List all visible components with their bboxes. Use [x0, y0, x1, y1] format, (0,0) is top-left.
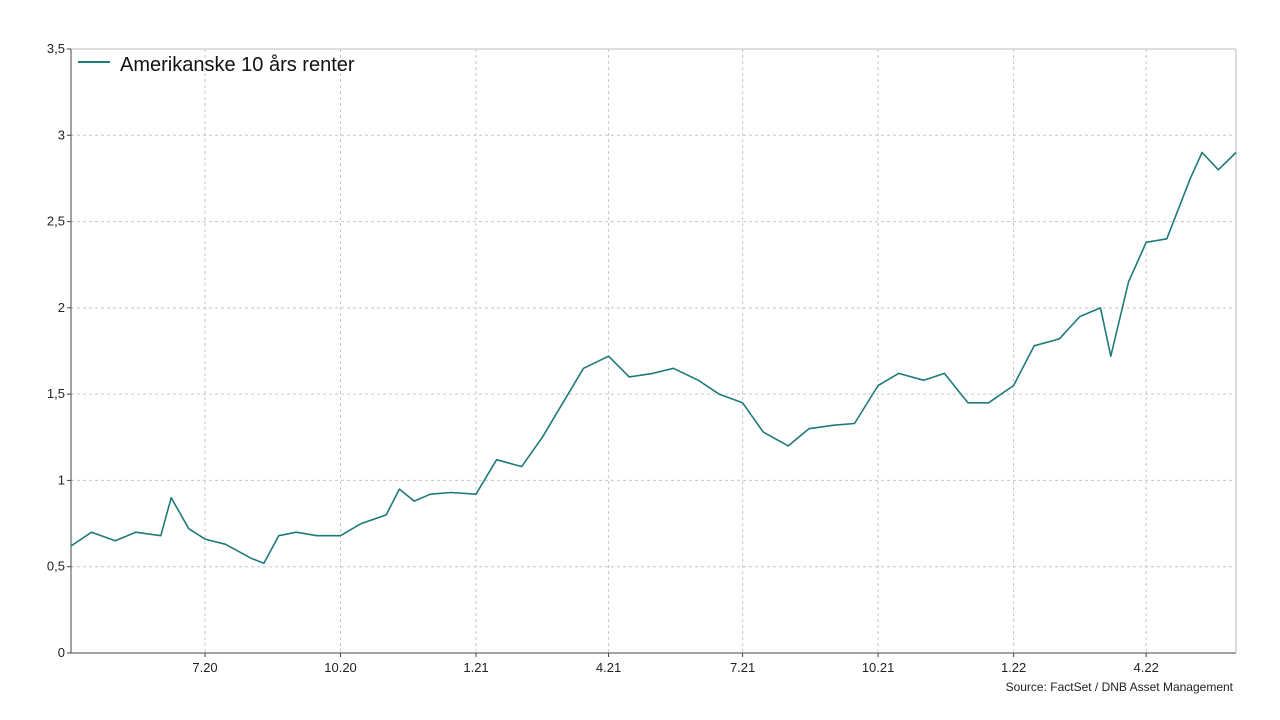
y-tick-label: 1 [58, 472, 65, 487]
y-tick-label: 0 [58, 645, 65, 660]
y-tick-label: 1,5 [47, 386, 65, 401]
x-tick-label: 10.21 [862, 660, 895, 675]
y-tick-label: 3,5 [47, 41, 65, 56]
series-layer [70, 151, 1237, 565]
x-tick-label: 4.22 [1134, 660, 1159, 675]
x-tick-label: 10.20 [324, 660, 357, 675]
x-tick-label: 1.21 [463, 660, 488, 675]
y-tick-label: 2 [58, 300, 65, 315]
legend: Amerikanske 10 års renter [78, 54, 355, 76]
series-line [70, 151, 1237, 565]
x-tick-labels: 7.20 10.20 1.21 4.21 7.21 10.21 1.22 4.22 [192, 653, 1159, 675]
x-tick-label: 7.21 [730, 660, 755, 675]
y-tick-label: 3 [58, 127, 65, 142]
y-tick-label: 2,5 [47, 214, 65, 229]
source-note: Source: FactSet / DNB Asset Management [1005, 680, 1233, 694]
x-tick-label: 4.21 [596, 660, 621, 675]
y-tick-label: 0,5 [47, 559, 65, 574]
y-tick-labels: 0 0,5 1 1,5 2 2,5 3 3,5 [47, 41, 71, 660]
x-tick-label: 7.20 [192, 660, 217, 675]
x-tick-label: 1.22 [1001, 660, 1026, 675]
legend-label: Amerikanske 10 års renter [120, 54, 355, 76]
gridlines [71, 48, 1236, 653]
axes [70, 48, 1237, 654]
